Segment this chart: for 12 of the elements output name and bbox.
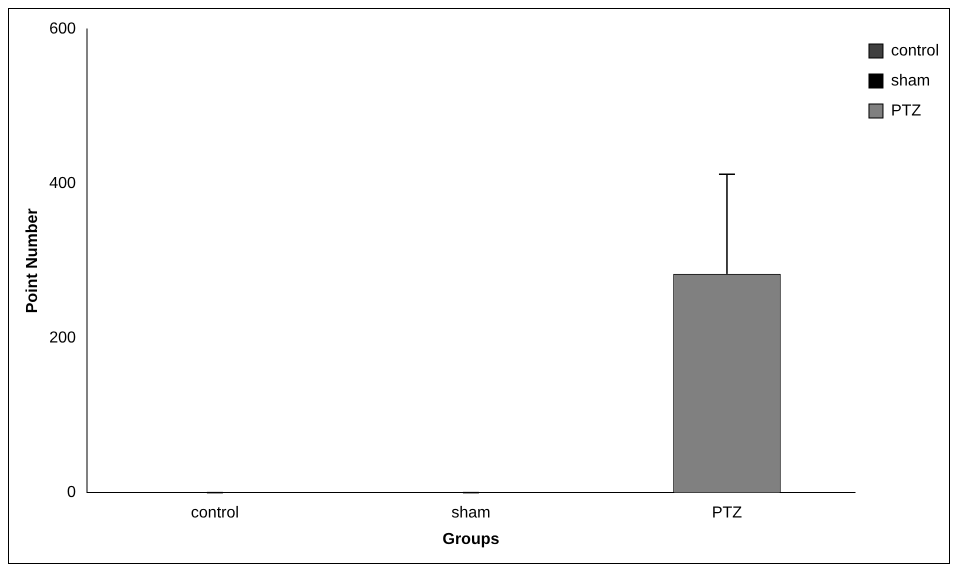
y-tick-label: 200: [49, 329, 76, 346]
y-tick-label: 0: [66, 484, 76, 502]
y-axis-title: Point Number: [24, 208, 42, 314]
legend-label: PTZ: [890, 102, 922, 120]
y-tick-label: 600: [49, 20, 76, 38]
x-tick-label: sham: [451, 504, 490, 522]
y-tick-label: 400: [49, 174, 76, 192]
legend-label: control: [890, 42, 940, 60]
x-tick-label: PTZ: [712, 504, 742, 522]
x-tick-label: control: [190, 504, 239, 522]
x-axis-title: Groups: [442, 530, 500, 548]
legend-label: sham: [890, 72, 930, 90]
